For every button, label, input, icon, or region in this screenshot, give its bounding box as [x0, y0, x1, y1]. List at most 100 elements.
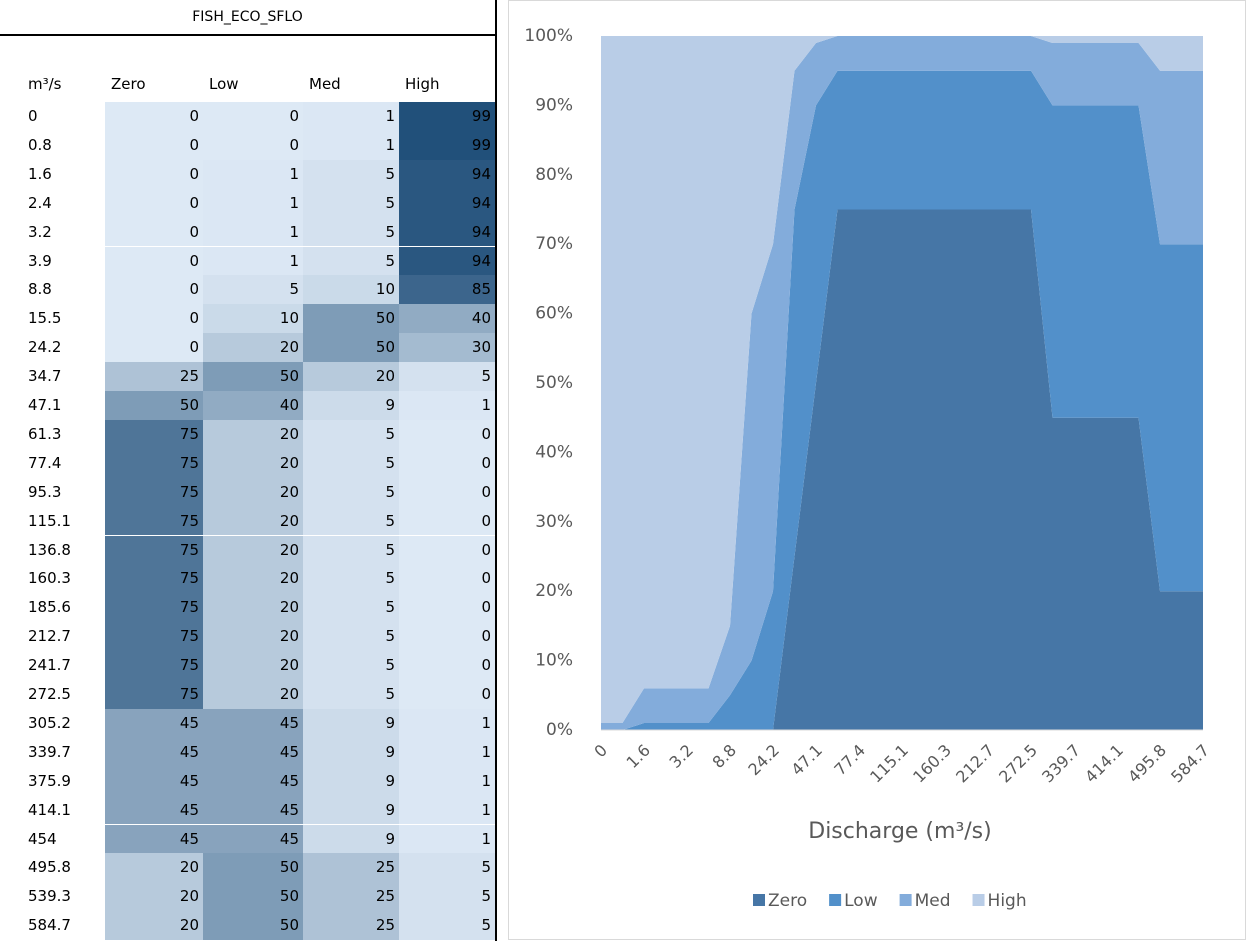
value-cell: 0	[105, 333, 203, 363]
value-cell: 5	[303, 680, 399, 709]
row-label: 454	[28, 829, 57, 848]
value-cell: 25	[105, 362, 203, 391]
value-cell: 0	[105, 159, 203, 189]
value-cell: 20	[203, 419, 303, 449]
row-label: 24.2	[28, 338, 62, 357]
row-label: 305.2	[28, 713, 71, 732]
y-tick-label: 10%	[535, 651, 573, 671]
row-label: 0.8	[28, 135, 52, 154]
value-cell: 94	[399, 246, 495, 276]
value-cell: 5	[303, 448, 399, 478]
value-cell: 25	[303, 911, 399, 941]
chart: Discharge (m³/s) 0% 10% 20% 30% 40% 50% 60% 70%…	[508, 0, 1246, 940]
value-cell: 50	[203, 911, 303, 941]
value-cell: 20	[203, 506, 303, 536]
value-cell: 5	[303, 419, 399, 449]
value-cell: 1	[303, 130, 399, 160]
value-cell: 75	[105, 622, 203, 652]
value-cell: 50	[203, 362, 303, 391]
row-label: 212.7	[28, 627, 71, 646]
value-cell: 5	[303, 593, 399, 623]
row-label: 115.1	[28, 511, 71, 530]
value-cell: 30	[399, 333, 495, 363]
y-tick-label: 30%	[535, 512, 573, 532]
row-label: 95.3	[28, 482, 62, 501]
value-cell: 75	[105, 680, 203, 709]
area	[601, 36, 1203, 730]
legend-swatch	[753, 894, 765, 906]
value-cell: 20	[203, 448, 303, 478]
value-cell: 20	[303, 362, 399, 391]
value-cell: 20	[105, 911, 203, 941]
value-cell: 20	[203, 593, 303, 623]
value-cell: 0	[399, 448, 495, 478]
value-cell: 5	[303, 217, 399, 247]
value-cell: 75	[105, 506, 203, 536]
table: FISH_ECO_SFLO m³/s Zero Low Med High 0 0 0 1 99 0.…	[0, 0, 497, 941]
value-cell: 0	[399, 564, 495, 594]
value-cell: 45	[203, 708, 303, 738]
value-cell: 75	[105, 593, 203, 623]
value-cell: 45	[203, 766, 303, 796]
value-cell: 0	[399, 622, 495, 652]
row-label: 1.6	[28, 164, 52, 183]
legend-label: Zero	[768, 891, 807, 911]
value-cell: 50	[303, 333, 399, 363]
row-label: 495.8	[28, 858, 71, 877]
value-cell: 5	[399, 882, 495, 912]
row-label: 47.1	[28, 396, 62, 414]
value-cell: 5	[303, 477, 399, 507]
row-label: 15.5	[28, 309, 62, 328]
row-label: 8.8	[28, 280, 52, 299]
value-cell: 1	[399, 708, 495, 738]
row-label: 539.3	[28, 887, 71, 906]
value-cell: 1	[399, 737, 495, 767]
row-label: 2.4	[28, 193, 52, 212]
header-cell: Med	[309, 75, 341, 93]
value-cell: 0	[105, 217, 203, 247]
value-cell: 1	[399, 824, 495, 854]
value-cell: 10	[203, 304, 303, 334]
value-cell: 5	[399, 853, 495, 883]
y-tick-label: 60%	[535, 304, 573, 324]
value-cell: 0	[105, 304, 203, 334]
value-cell: 0	[399, 419, 495, 449]
value-cell: 20	[203, 535, 303, 565]
value-cell: 20	[203, 477, 303, 507]
row-label: 185.6	[28, 598, 71, 617]
value-cell: 20	[203, 564, 303, 594]
legend-swatch	[899, 894, 912, 906]
value-cell: 1	[399, 391, 495, 420]
header-cell: Low	[209, 75, 239, 93]
row-label: 61.3	[28, 424, 62, 443]
value-cell: 5	[203, 275, 303, 305]
legend-label: Med	[915, 891, 951, 911]
value-cell: 45	[105, 766, 203, 796]
y-tick-label: 20%	[535, 581, 573, 601]
value-cell: 10	[303, 275, 399, 305]
legend-label: High	[988, 891, 1027, 911]
value-cell: 5	[303, 622, 399, 652]
header-cell: Zero	[111, 75, 146, 93]
table-title: FISH_ECO_SFLO	[0, 0, 495, 36]
row-label: 136.8	[28, 540, 71, 559]
value-cell: 5	[303, 246, 399, 276]
value-cell: 45	[105, 824, 203, 854]
value-cell: 40	[203, 391, 303, 420]
value-cell: 45	[105, 708, 203, 738]
y-tick-label: 0%	[546, 720, 573, 740]
value-cell: 40	[399, 304, 495, 334]
value-cell: 94	[399, 159, 495, 189]
value-cell: 9	[303, 766, 399, 796]
value-cell: 5	[303, 564, 399, 594]
row-label: 3.2	[28, 222, 52, 241]
row-label: 375.9	[28, 771, 71, 790]
value-cell: 45	[203, 824, 303, 854]
value-cell: 0	[105, 188, 203, 218]
value-cell: 75	[105, 419, 203, 449]
value-cell: 1	[399, 795, 495, 825]
y-tick-label: 40%	[535, 442, 573, 462]
value-cell: 5	[399, 362, 495, 391]
value-cell: 0	[399, 651, 495, 680]
